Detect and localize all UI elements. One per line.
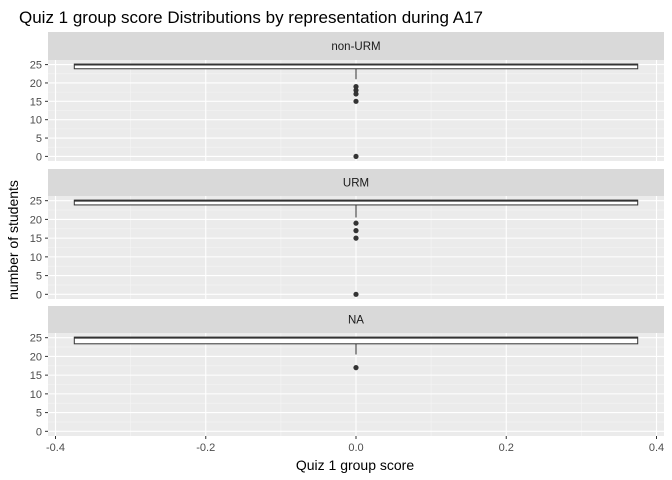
y-tick-label: 15 bbox=[30, 233, 42, 245]
outlier-point bbox=[353, 98, 359, 104]
x-tick-label: 0.2 bbox=[499, 442, 514, 454]
facet-panels: non-URM 0 5 10 15 20 25 URM 0 5 10 15 20 25 NA 0 5 10 15 20… bbox=[30, 32, 664, 438]
x-axis: -0.4 -0.2 0.0 0.2 0.4 bbox=[46, 436, 664, 454]
outlier-point bbox=[353, 220, 359, 226]
facet-strip-label: URM bbox=[343, 178, 369, 190]
y-tick-label: 25 bbox=[30, 333, 42, 345]
y-tick-label: 5 bbox=[36, 408, 42, 420]
chart-title: Quiz 1 group score Distributions by repr… bbox=[19, 8, 483, 27]
y-tick-label: 20 bbox=[30, 351, 42, 363]
y-tick-label: 15 bbox=[30, 96, 42, 108]
y-tick-label: 20 bbox=[30, 78, 42, 90]
y-tick-label: 20 bbox=[30, 214, 42, 226]
y-tick-label: 0 bbox=[36, 151, 42, 163]
facet-panel-3: NA 0 5 10 15 20 25 bbox=[30, 306, 664, 438]
facet-strip bbox=[48, 169, 664, 196]
x-tick-label: 0.4 bbox=[649, 442, 664, 454]
y-tick-label: 10 bbox=[30, 252, 42, 264]
x-axis-title: Quiz 1 group score bbox=[296, 457, 414, 473]
x-tick-label: 0.0 bbox=[348, 442, 363, 454]
facet-panel-1: non-URM 0 5 10 15 20 25 bbox=[30, 32, 664, 163]
outlier-point bbox=[353, 84, 359, 90]
y-tick-label: 25 bbox=[30, 60, 42, 72]
outlier-point bbox=[353, 291, 359, 297]
outlier-point bbox=[353, 365, 359, 371]
outlier-point bbox=[353, 235, 359, 241]
facet-panel-2: URM 0 5 10 15 20 25 bbox=[30, 169, 664, 301]
y-tick-label: 0 bbox=[36, 289, 42, 301]
facet-strip bbox=[48, 32, 664, 60]
y-tick-label: 0 bbox=[36, 426, 42, 438]
facet-strip-label: non-URM bbox=[331, 41, 380, 53]
outlier-point bbox=[353, 87, 359, 93]
y-tick-label: 10 bbox=[30, 389, 42, 401]
y-axis-title: number of students bbox=[5, 180, 21, 300]
outlier-point bbox=[353, 91, 359, 97]
x-tick-label: -0.4 bbox=[46, 442, 65, 454]
y-tick-label: 25 bbox=[30, 196, 42, 208]
facet-strip bbox=[48, 306, 664, 333]
x-tick-label: -0.2 bbox=[196, 442, 215, 454]
outlier-point bbox=[353, 153, 359, 160]
y-tick-label: 10 bbox=[30, 115, 42, 127]
outlier-point bbox=[353, 228, 359, 234]
y-tick-label: 5 bbox=[36, 133, 42, 145]
facet-strip-label: NA bbox=[348, 315, 364, 327]
y-tick-label: 15 bbox=[30, 370, 42, 382]
y-tick-label: 5 bbox=[36, 271, 42, 283]
